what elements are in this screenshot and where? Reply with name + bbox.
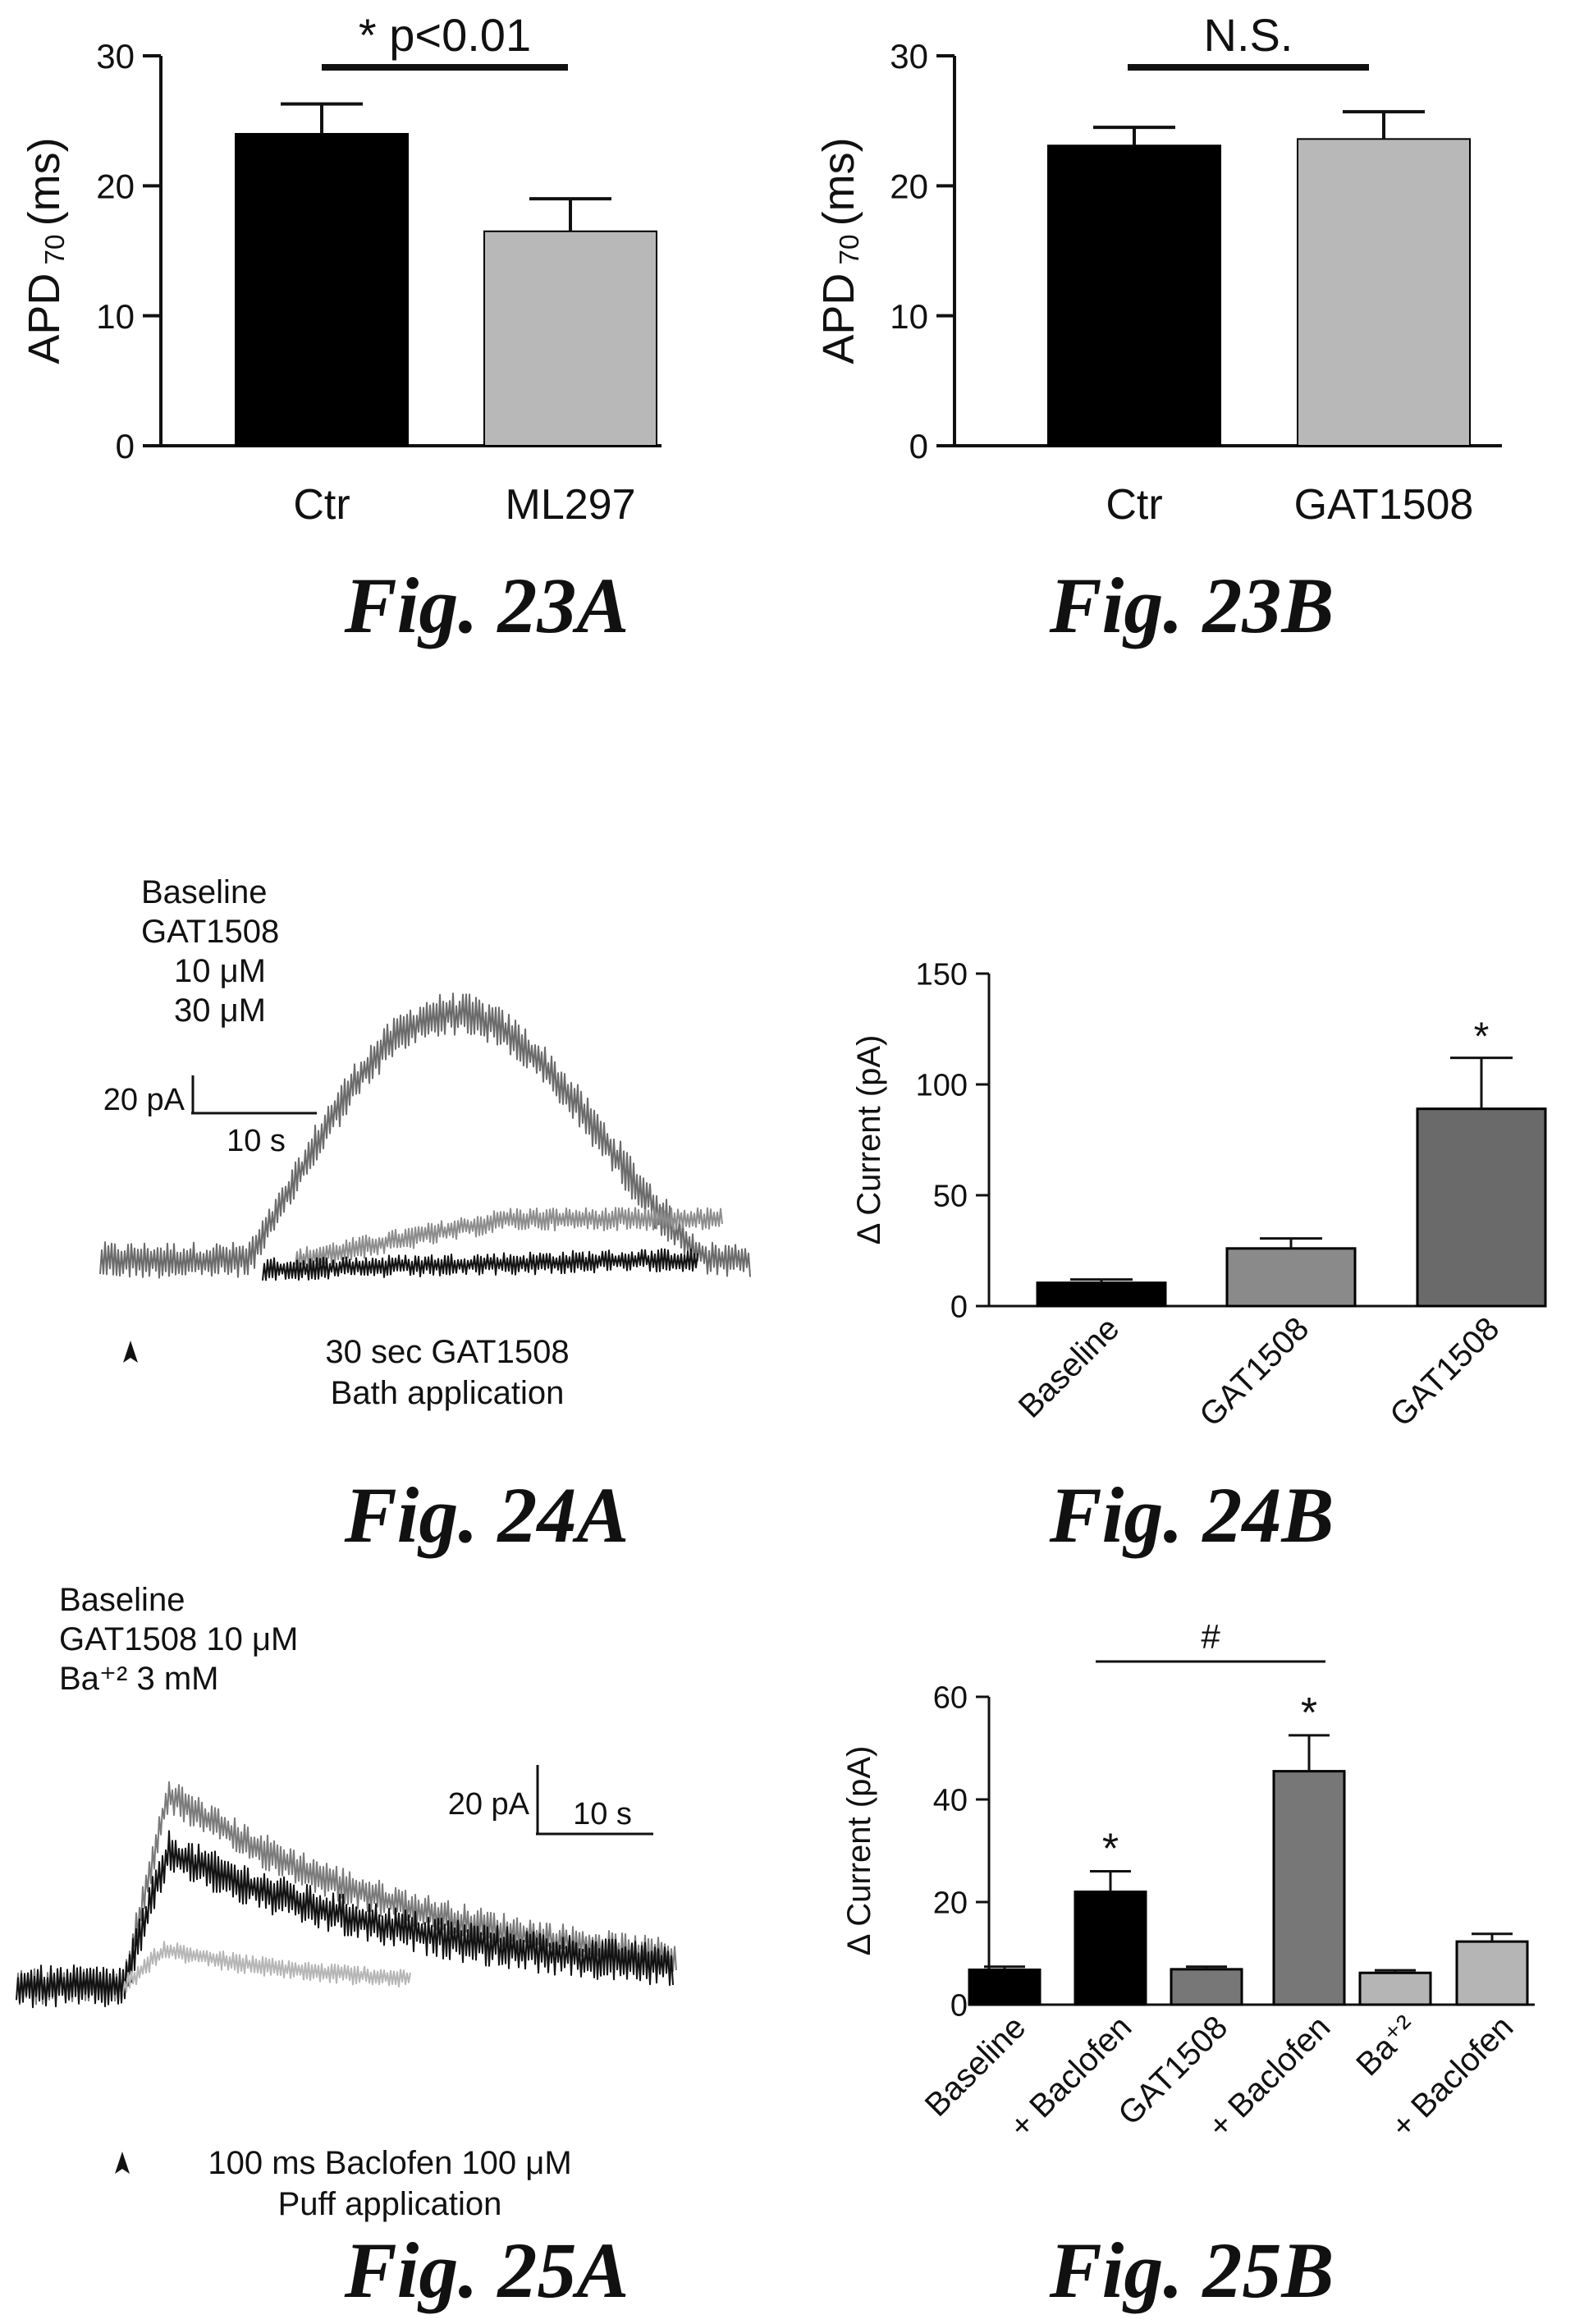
y-axis-label-unit: (ms) bbox=[20, 137, 69, 226]
legend-entry: 10 μM bbox=[174, 953, 266, 989]
y-tick-label: 10 bbox=[890, 297, 928, 336]
trace-ba bbox=[122, 1941, 411, 1995]
x-tick-label: Baseline bbox=[1012, 1310, 1127, 1425]
legend-entry: Ba⁺² 3 mM bbox=[59, 1661, 218, 1697]
chart-fig-24b: 0 50 100 150 * Baseline GAT1508 GAT1508 Δ Curren… bbox=[851, 958, 1547, 1559]
trace-30uM bbox=[99, 992, 751, 1279]
y-tick-label: 30 bbox=[96, 37, 135, 76]
y-axis-label: Δ Current (pA) bbox=[841, 1746, 877, 1956]
legend-entry: GAT1508 10 μM bbox=[59, 1621, 298, 1657]
bar-2 bbox=[1297, 138, 1471, 447]
bar-4 bbox=[1272, 1770, 1346, 2006]
bar-2 bbox=[483, 230, 657, 447]
bar-2 bbox=[1074, 1891, 1147, 2006]
x-tick-label: ML297 bbox=[506, 481, 636, 529]
y-axis-label-unit: (ms) bbox=[814, 137, 863, 226]
trace-10uM bbox=[295, 1207, 723, 1272]
y-tick-label: 60 bbox=[933, 1681, 968, 1716]
figure-caption: Fig. 24A bbox=[344, 1471, 629, 1559]
significance-star: * bbox=[1474, 1015, 1490, 1059]
legend-entry: Baseline bbox=[141, 874, 267, 910]
y-tick-label: 0 bbox=[116, 427, 135, 465]
chart-fig-23b: 0 10 20 30 Ctr GAT1508 N.S. APD 70 (ms) Fig. 23B bbox=[814, 9, 1502, 649]
significance-label: * p<0.01 bbox=[359, 9, 531, 61]
legend-entry: GAT1508 bbox=[141, 914, 279, 950]
x-tick-label: GAT1508 bbox=[1383, 1310, 1506, 1433]
y-tick-label: 20 bbox=[96, 167, 135, 205]
x-tick-label: Ctr bbox=[293, 481, 350, 529]
legend-entry: Baseline bbox=[59, 1582, 185, 1618]
scalebar-x-label: 10 s bbox=[227, 1124, 286, 1158]
y-axis-label: APD 70 (ms) bbox=[814, 137, 865, 364]
y-tick-label: 20 bbox=[933, 1886, 968, 1921]
x-tick-label: Ba⁺² bbox=[1349, 2009, 1423, 2083]
y-tick-label: 50 bbox=[933, 1180, 968, 1214]
x-tick-label: Ctr bbox=[1106, 481, 1162, 529]
y-axis-label-main: APD bbox=[814, 273, 863, 364]
figure-caption: Fig. 25A bbox=[344, 2226, 629, 2314]
figure-caption: Fig. 23A bbox=[344, 562, 629, 649]
significance-label: N.S. bbox=[1204, 9, 1293, 61]
trace-baseline bbox=[262, 1248, 698, 1281]
y-tick-label: 0 bbox=[909, 427, 928, 465]
y-axis-label: APD 70 (ms) bbox=[20, 137, 71, 364]
bar-3 bbox=[1170, 1968, 1243, 2006]
y-axis-label-main: APD bbox=[20, 273, 69, 364]
trace-baseline bbox=[16, 1830, 674, 2009]
x-tick-label: GAT1508 bbox=[1294, 481, 1474, 529]
bar-1 bbox=[1047, 144, 1221, 447]
y-axis-label-subscript: 70 bbox=[40, 234, 71, 264]
y-axis-label-subscript: 70 bbox=[835, 234, 865, 264]
y-axis-label: Δ Current (pA) bbox=[851, 1035, 887, 1245]
significance-star: * bbox=[1301, 1689, 1317, 1737]
bar-1 bbox=[1036, 1281, 1167, 1308]
bar-3 bbox=[1416, 1107, 1547, 1308]
stimulus-arrow-icon bbox=[115, 2152, 130, 2174]
annotation-line: 30 sec GAT1508 bbox=[325, 1334, 569, 1370]
figure-caption: Fig. 25B bbox=[1049, 2226, 1334, 2314]
chart-fig-23a: 0 10 20 30 Ctr ML297 * p<0.01 APD 70 (ms) Fig. 23A bbox=[20, 9, 662, 649]
y-tick-label: 40 bbox=[933, 1784, 968, 1818]
annotation-line: 100 ms Baclofen 100 μM bbox=[208, 2145, 571, 2181]
legend-entry: 30 μM bbox=[174, 992, 266, 1029]
scalebar-y-label: 20 pA bbox=[103, 1083, 185, 1117]
annotation-line: Puff application bbox=[278, 2186, 502, 2222]
annotation-line: Bath application bbox=[331, 1375, 565, 1411]
significance-star: * bbox=[1102, 1826, 1119, 1873]
y-tick-label: 0 bbox=[950, 1290, 968, 1325]
stimulus-arrow-icon bbox=[123, 1341, 138, 1363]
significance-label: # bbox=[1201, 1617, 1220, 1656]
y-tick-label: 10 bbox=[96, 297, 135, 336]
figure-caption: Fig. 24B bbox=[1049, 1471, 1334, 1559]
y-tick-label: 30 bbox=[890, 37, 928, 76]
trace-gat1508 bbox=[16, 1781, 677, 2005]
bar-2 bbox=[1225, 1247, 1357, 1308]
scalebar-y-label: 20 pA bbox=[448, 1787, 530, 1822]
y-tick-label: 0 bbox=[950, 1989, 968, 2024]
x-tick-label: GAT1508 bbox=[1193, 1310, 1316, 1433]
bar-6 bbox=[1455, 1940, 1529, 2006]
bar-1 bbox=[968, 1969, 1042, 2006]
y-tick-label: 150 bbox=[916, 958, 968, 992]
figure-caption: Fig. 23B bbox=[1049, 562, 1334, 649]
bar-5 bbox=[1358, 1971, 1432, 2006]
y-tick-label: 100 bbox=[916, 1069, 968, 1103]
y-tick-label: 20 bbox=[890, 167, 928, 205]
bar-1 bbox=[235, 133, 409, 447]
scalebar-x-label: 10 s bbox=[573, 1797, 632, 1831]
